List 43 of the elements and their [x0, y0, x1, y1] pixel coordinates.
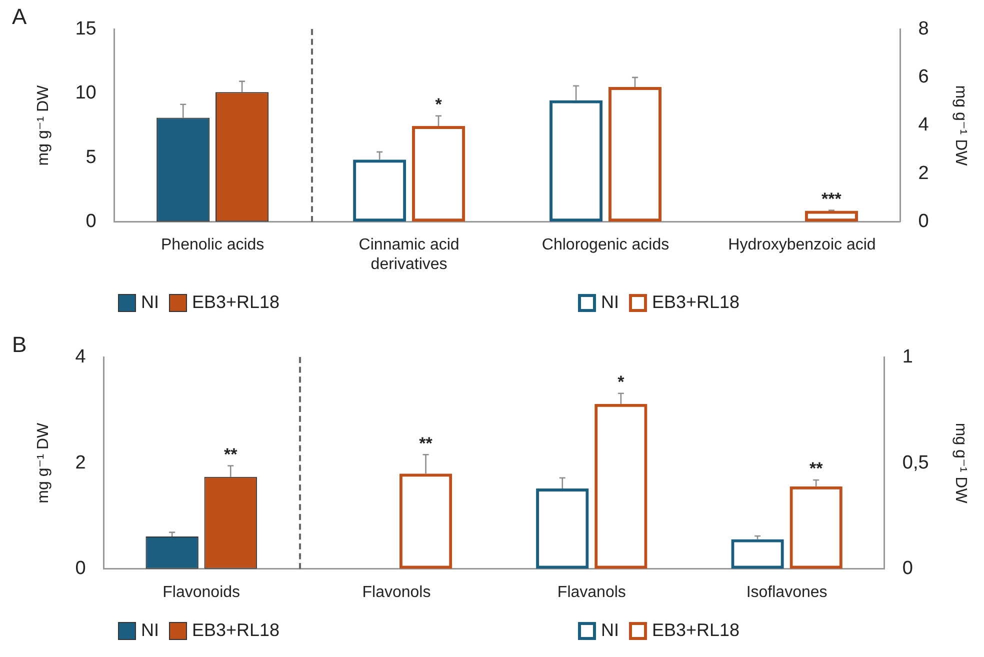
x-tick-label: Flavonoids: [162, 584, 240, 601]
y-tick-label: 5: [86, 146, 96, 168]
y2-axis-title: mg g⁻¹ DW: [952, 422, 969, 504]
x-tick-label: Chlorogenic acids: [542, 236, 670, 254]
y2-tick-label: 0: [918, 210, 929, 232]
x-tick-label: Flavanols: [557, 584, 626, 601]
y2-tick-label: 4: [918, 114, 930, 136]
y2-tick-label: 1: [902, 346, 913, 368]
x-tick-label: Isoflavones: [746, 584, 828, 601]
data-label: *: [435, 95, 442, 114]
y-axis-title: mg g⁻¹ DW: [35, 422, 52, 504]
y2-tick-label: 0,5: [902, 452, 929, 474]
chart-title: A: [12, 4, 27, 30]
y-tick-label: 10: [75, 82, 96, 104]
legend-label: EB3+RL18: [192, 620, 280, 641]
y2-tick-label: 8: [918, 18, 929, 40]
chart-title: B: [12, 332, 27, 358]
legend-label: NI: [601, 620, 619, 641]
data-label: **: [809, 459, 824, 478]
x-tick-label: Phenolic acids: [160, 236, 264, 254]
legend-label: NI: [141, 292, 159, 313]
y2-tick-label: 6: [918, 66, 929, 88]
x-tick-label: Flavonols: [362, 584, 431, 601]
y-tick-label: 0: [86, 210, 96, 232]
data-label: **: [224, 444, 238, 464]
y-axis-title: mg g⁻¹ DW: [35, 84, 52, 166]
y-tick-label: 2: [75, 452, 86, 474]
y-tick-label: 15: [75, 18, 96, 40]
legend-label: EB3+RL18: [192, 292, 280, 313]
data-label: ***: [822, 189, 842, 208]
x-tick-label: Hydroxybenzoic acid: [728, 236, 876, 254]
data-label: *: [618, 372, 625, 392]
y2-tick-label: 2: [918, 162, 929, 184]
y2-tick-label: 0: [902, 558, 913, 580]
y-tick-label: 4: [75, 346, 86, 368]
legend-label: EB3+RL18: [652, 292, 740, 313]
data-label: **: [419, 434, 433, 453]
y2-axis-title: mg g⁻¹ DW: [952, 85, 969, 167]
legend-label: NI: [141, 620, 159, 641]
legend-label: NI: [601, 292, 619, 313]
legend-label: EB3+RL18: [652, 620, 740, 641]
y-tick-label: 0: [75, 558, 86, 580]
x-tick-label: Cinnamic acid derivatives: [358, 236, 460, 273]
